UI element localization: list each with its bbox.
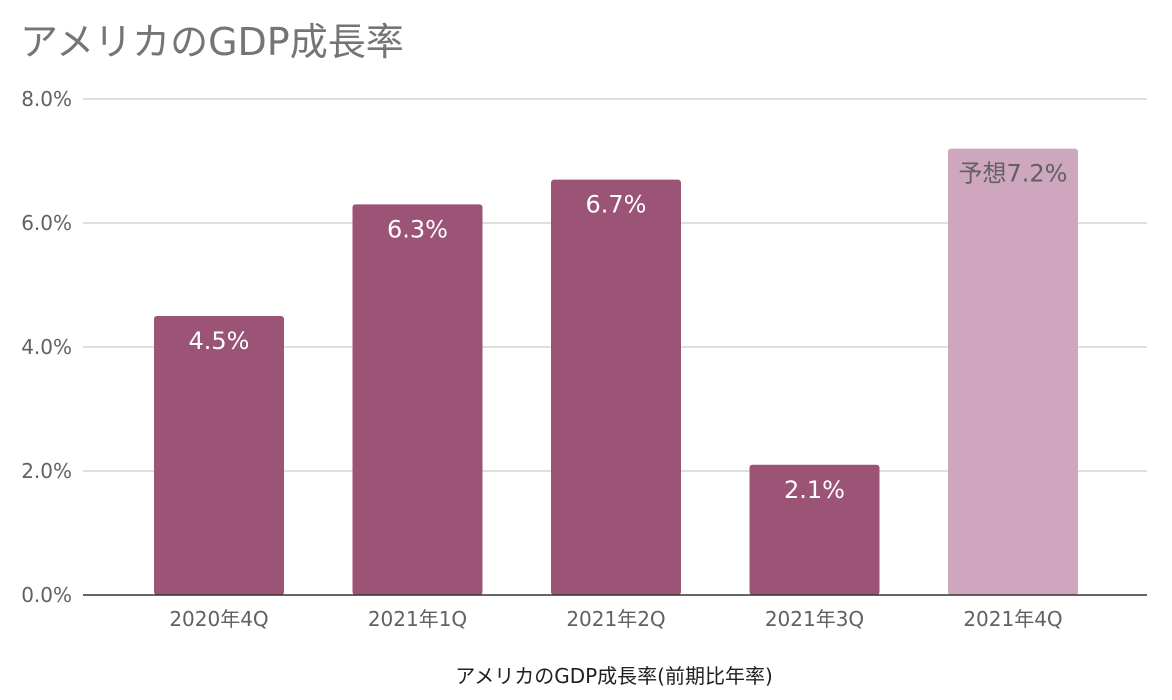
y-axis-ticks: 0.0% 2.0% 4.0% 6.0% 8.0% bbox=[21, 87, 72, 607]
y-tick-label: 2.0% bbox=[21, 459, 72, 483]
y-tick-label: 8.0% bbox=[21, 87, 72, 111]
x-axis-title: アメリカのGDP成長率(前期比年率) bbox=[455, 664, 773, 688]
x-tick-label: 2021年1Q bbox=[368, 607, 467, 631]
data-label-1: 4.5% bbox=[189, 327, 250, 355]
y-tick-label: 0.0% bbox=[21, 583, 72, 607]
data-labels: 4.5% 6.3% 6.7% 2.1% 予想7.2% bbox=[189, 160, 1068, 504]
x-tick-label: 2021年2Q bbox=[566, 607, 665, 631]
y-tick-label: 4.0% bbox=[21, 335, 72, 359]
bar-2 bbox=[352, 204, 483, 595]
data-label-3: 6.7% bbox=[586, 191, 647, 219]
data-label-2: 6.3% bbox=[387, 215, 448, 243]
x-tick-label: 2021年3Q bbox=[765, 607, 864, 631]
data-label-4: 2.1% bbox=[784, 476, 845, 504]
bars bbox=[154, 148, 1078, 595]
x-tick-label: 2020年4Q bbox=[169, 607, 268, 631]
y-tick-label: 6.0% bbox=[21, 211, 72, 235]
bar-3 bbox=[551, 179, 681, 595]
bar-4 bbox=[749, 464, 880, 595]
chart-title: アメリカのGDP成長率 bbox=[20, 20, 404, 64]
x-tick-label: 2021年4Q bbox=[963, 607, 1062, 631]
bar-5 bbox=[948, 148, 1078, 595]
bar-1 bbox=[154, 316, 284, 595]
x-axis-ticks: 2020年4Q 2021年1Q 2021年2Q 2021年3Q 2021年4Q bbox=[169, 607, 1062, 631]
data-label-5: 予想7.2% bbox=[959, 160, 1068, 188]
